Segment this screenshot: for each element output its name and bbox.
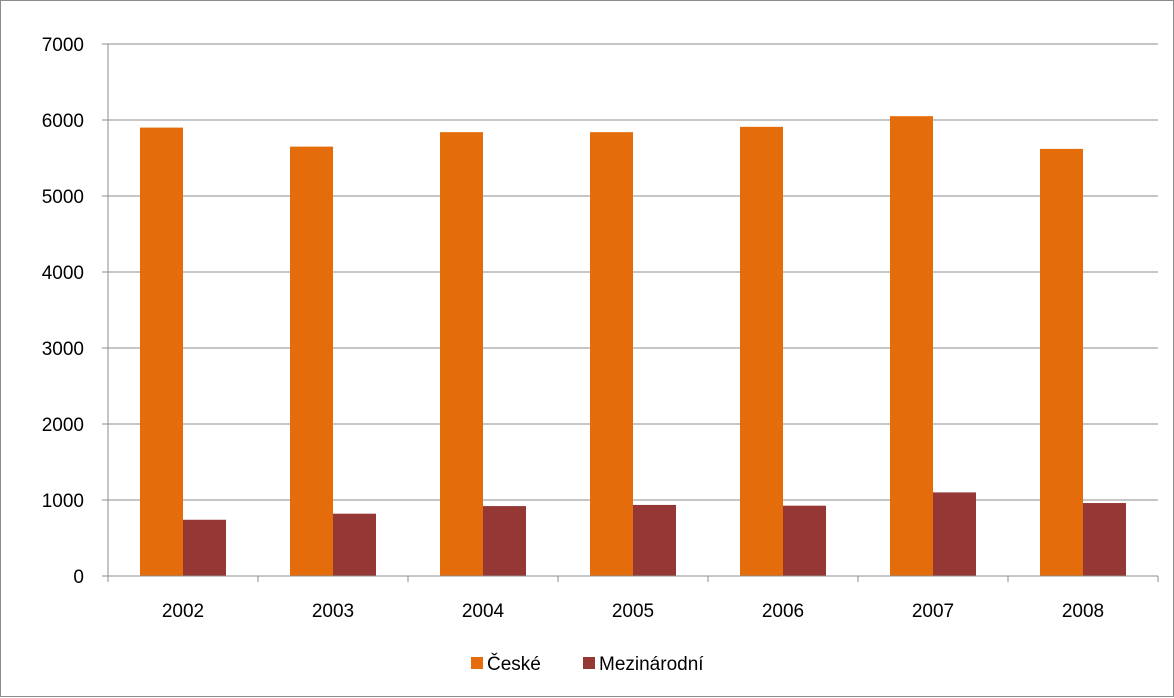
bar-mezinarodni-2004 [483, 506, 526, 576]
bar-ceske-2002 [140, 127, 183, 576]
x-tick-label: 2005 [612, 601, 654, 622]
bar-mezinarodni-2003 [333, 513, 376, 576]
bar-ceske-2007 [890, 116, 933, 576]
y-axis-tick-labels: 0 1000 2000 3000 4000 5000 6000 7000 [42, 35, 84, 588]
legend: České Mezinárodní [471, 653, 704, 675]
y-tick-label: 3000 [42, 339, 84, 360]
bars [140, 116, 1126, 576]
x-tick-label: 2002 [162, 601, 204, 622]
bar-mezinarodni-2002 [183, 519, 226, 576]
axes [102, 43, 1159, 582]
bar-mezinarodni-2005 [633, 504, 676, 576]
bar-mezinarodni-2007 [933, 492, 976, 576]
x-tick-label: 2006 [762, 601, 804, 622]
bar-mezinarodni-2006 [783, 505, 826, 576]
y-tick-label: 6000 [42, 111, 84, 132]
bar-ceske-2005 [590, 132, 633, 576]
x-tick-label: 2004 [462, 601, 505, 622]
legend-label: České [487, 653, 541, 675]
legend-swatch [471, 657, 483, 669]
x-axis-tick-labels: 2002 2003 2004 2005 2006 2007 2008 [162, 601, 1104, 622]
y-tick-label: 0 [73, 567, 84, 588]
legend-label: Mezinárodní [599, 654, 704, 675]
y-tick-label: 4000 [42, 263, 84, 284]
bar-mezinarodni-2008 [1083, 503, 1126, 576]
bar-ceske-2003 [290, 146, 333, 576]
y-tick-label: 1000 [42, 491, 84, 512]
legend-swatch [583, 657, 595, 669]
y-tick-label: 2000 [42, 415, 84, 436]
y-tick-label: 5000 [42, 187, 84, 208]
bar-ceske-2004 [440, 132, 483, 576]
bar-ceske-2008 [1040, 148, 1083, 576]
bar-ceske-2006 [740, 126, 783, 576]
x-tick-label: 2008 [1062, 601, 1104, 622]
y-tick-label: 7000 [42, 35, 84, 56]
x-tick-label: 2007 [912, 601, 954, 622]
x-tick-label: 2003 [312, 601, 354, 622]
